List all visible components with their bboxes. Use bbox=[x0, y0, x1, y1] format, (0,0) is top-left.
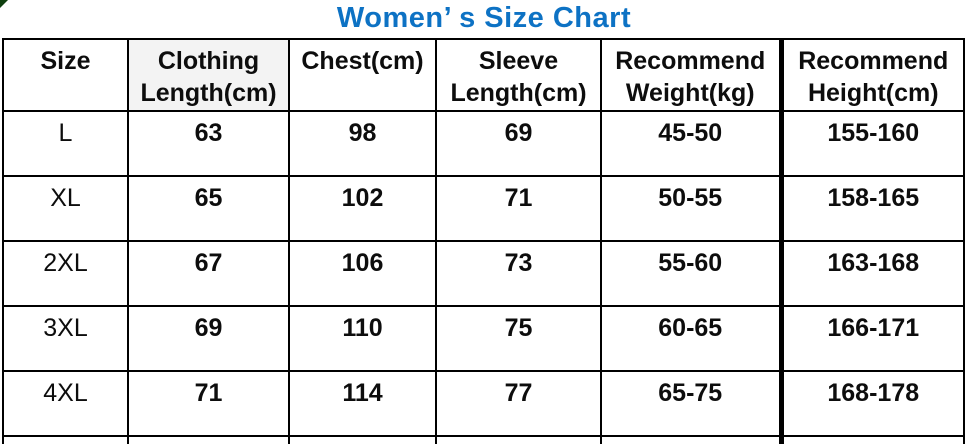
table-cell-weight: 45-50 bbox=[600, 110, 782, 177]
table-cell-height: 158-165 bbox=[778, 175, 965, 242]
table-cell-height: 155-160 bbox=[778, 110, 965, 177]
table-cell bbox=[778, 435, 965, 444]
table-cell bbox=[435, 435, 602, 444]
table-cell-sleeve-length: 71 bbox=[435, 175, 602, 242]
table-cell-chest: 98 bbox=[288, 110, 437, 177]
table-cell bbox=[600, 435, 782, 444]
table-row-partial bbox=[2, 435, 965, 444]
column-header-recommend-height: Recommend Height(cm) bbox=[778, 38, 965, 112]
column-header-size: Size bbox=[2, 38, 129, 112]
table-cell-chest: 110 bbox=[288, 305, 437, 372]
table-cell-height: 163-168 bbox=[778, 240, 965, 307]
table-row-l: L 63 98 69 45-50 155-160 bbox=[2, 110, 965, 177]
table-cell-chest: 102 bbox=[288, 175, 437, 242]
table-cell-chest: 114 bbox=[288, 370, 437, 437]
table-cell-weight: 55-60 bbox=[600, 240, 782, 307]
table-cell-sleeve-length: 77 bbox=[435, 370, 602, 437]
table-cell bbox=[2, 435, 129, 444]
size-label: XL bbox=[2, 175, 129, 242]
table-cell-clothing-length: 65 bbox=[127, 175, 290, 242]
table-cell-height: 166-171 bbox=[778, 305, 965, 372]
table-cell-clothing-length: 67 bbox=[127, 240, 290, 307]
table-cell-clothing-length: 71 bbox=[127, 370, 290, 437]
table-cell-chest: 106 bbox=[288, 240, 437, 307]
table-cell bbox=[288, 435, 437, 444]
table-cell-clothing-length: 63 bbox=[127, 110, 290, 177]
table-row-xl: XL 65 102 71 50-55 158-165 bbox=[2, 175, 965, 242]
table-cell-weight: 60-65 bbox=[600, 305, 782, 372]
size-label: 4XL bbox=[2, 370, 129, 437]
size-label: L bbox=[2, 110, 129, 177]
table-cell-sleeve-length: 69 bbox=[435, 110, 602, 177]
column-header-recommend-weight: Recommend Weight(kg) bbox=[600, 38, 782, 112]
table-cell-clothing-length: 69 bbox=[127, 305, 290, 372]
table-cell-height: 168-178 bbox=[778, 370, 965, 437]
table-row-4xl: 4XL 71 114 77 65-75 168-178 bbox=[2, 370, 965, 437]
table-cell-sleeve-length: 75 bbox=[435, 305, 602, 372]
size-label: 3XL bbox=[2, 305, 129, 372]
page-title: Women’ s Size Chart bbox=[336, 2, 632, 34]
table-cell-weight: 65-75 bbox=[600, 370, 782, 437]
header-row: Size Clothing Length(cm) Chest(cm) Sleev… bbox=[2, 38, 965, 112]
column-header-clothing-length: Clothing Length(cm) bbox=[127, 38, 290, 112]
table-cell-weight: 50-55 bbox=[600, 175, 782, 242]
column-header-chest: Chest(cm) bbox=[288, 38, 437, 112]
corner-artifact bbox=[0, 0, 8, 8]
size-chart-table: Size Clothing Length(cm) Chest(cm) Sleev… bbox=[2, 38, 965, 444]
column-header-sleeve-length: Sleeve Length(cm) bbox=[435, 38, 602, 112]
table-cell-sleeve-length: 73 bbox=[435, 240, 602, 307]
table-cell bbox=[127, 435, 290, 444]
size-label: 2XL bbox=[2, 240, 129, 307]
table-row-3xl: 3XL 69 110 75 60-65 166-171 bbox=[2, 305, 965, 372]
table-row-2xl: 2XL 67 106 73 55-60 163-168 bbox=[2, 240, 965, 307]
